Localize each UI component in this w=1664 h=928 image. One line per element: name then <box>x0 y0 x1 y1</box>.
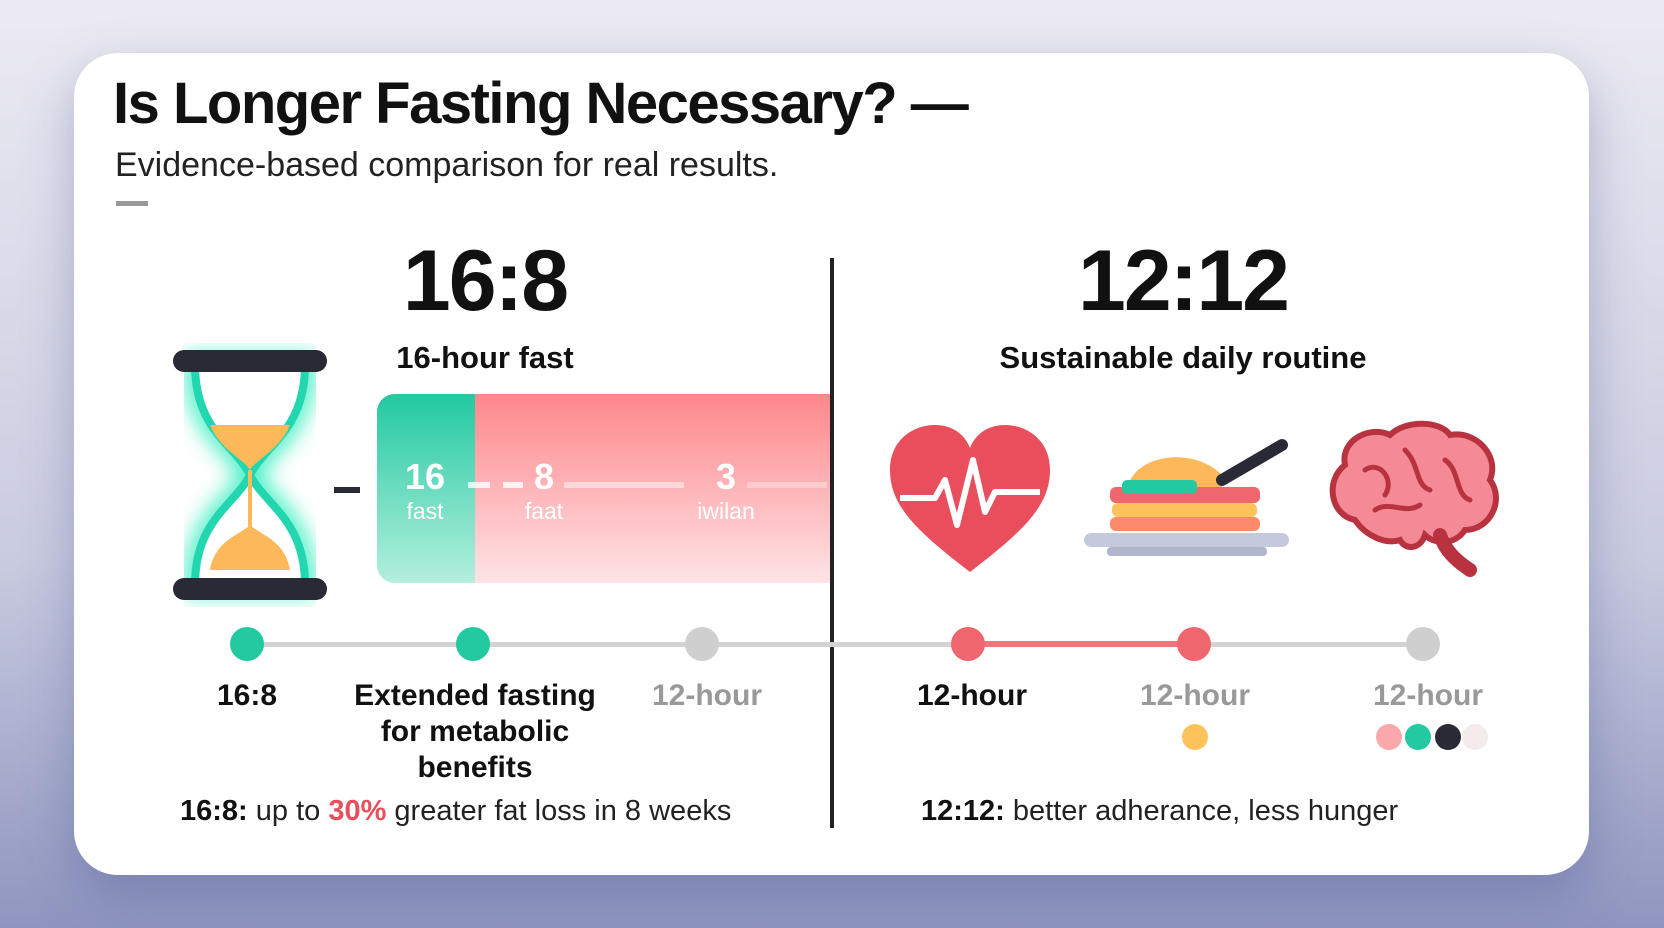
left-ratio: 16:8 <box>402 233 569 329</box>
divider <box>830 258 834 828</box>
hourglass-icon <box>173 350 327 600</box>
timeline-active-segment <box>968 641 1194 647</box>
dash-connector <box>334 487 360 493</box>
right-ratio: 12:12 <box>1078 233 1290 329</box>
title-underline <box>116 201 148 206</box>
timeline-dot <box>951 627 985 661</box>
timeline-label: 12-hour <box>1139 679 1251 712</box>
food-plate-icon <box>1084 439 1289 556</box>
timeline-dot <box>456 627 490 661</box>
timeline-label: 12-hour <box>916 679 1028 712</box>
color-dot <box>1182 724 1208 750</box>
bar-segment: 16 fast <box>404 456 446 524</box>
timeline-dot <box>230 627 264 661</box>
timeline-dot <box>1406 627 1440 661</box>
color-dot <box>1462 724 1488 750</box>
timeline-dot <box>685 627 719 661</box>
page-title: Is Longer Fasting Necessary? — <box>113 71 969 136</box>
bar-segment: 3 iwilan <box>697 456 755 524</box>
timeline-label: Extended fasting for metabolic benefits <box>354 679 596 784</box>
timeline-label: 12-hour <box>1372 679 1484 712</box>
color-dot <box>1376 724 1402 750</box>
right-caption: Sustainable daily routine <box>999 340 1367 375</box>
timeline-label: 12-hour <box>651 679 763 712</box>
fast-segment <box>377 394 475 583</box>
timeline-dot <box>1177 627 1211 661</box>
right-footer: 12:12: better adherance, less hunger <box>921 795 1399 827</box>
left-footer: 16:8: up to 30% greater fat loss in 8 we… <box>180 795 732 827</box>
left-caption: 16-hour fast <box>396 340 574 375</box>
page-subtitle: Evidence-based comparison for real resul… <box>115 146 779 184</box>
color-dot <box>1405 724 1431 750</box>
color-dot <box>1435 724 1461 750</box>
timeline-track <box>247 642 1423 647</box>
fasting-window-bar: 16 fast 8 faat 3 iwilan <box>377 394 830 583</box>
brain-icon <box>1329 420 1499 577</box>
timeline-label: 16:8 <box>216 679 278 712</box>
bar-segment: 8 faat <box>524 456 564 524</box>
heart-pulse-icon <box>890 425 1050 572</box>
